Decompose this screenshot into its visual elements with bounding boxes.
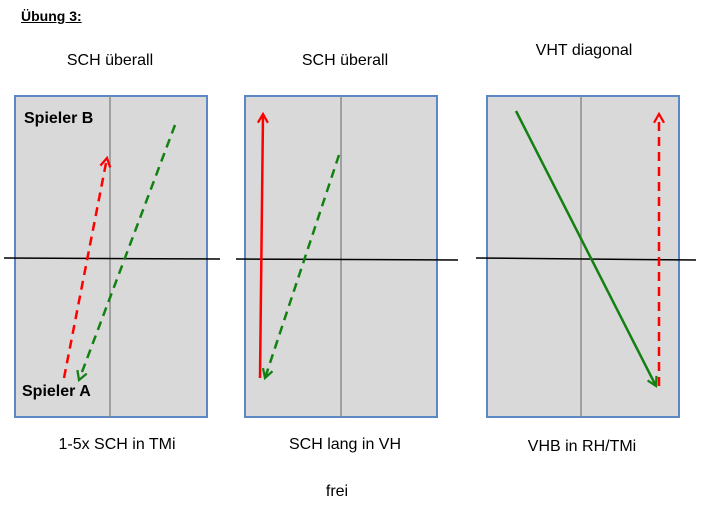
net-line (3, 257, 221, 260)
court-rectangle (14, 95, 208, 418)
panel-3-caption: VHB in RH/TMi (527, 438, 637, 455)
court-panel-1 (3, 95, 221, 418)
panel-1-title: SCH überall (66, 52, 154, 69)
court-panel-3 (475, 95, 697, 418)
green-dashed-arrow (261, 154, 341, 381)
player-b-label: Spieler B (24, 110, 94, 127)
panel-2-caption: SCH lang in VH (288, 436, 402, 453)
exercise-heading: Übung 3: (21, 8, 82, 24)
player-a-label: Spieler A (22, 383, 91, 400)
panel-1-caption: 1-5x SCH in TMi (58, 436, 176, 453)
net-line (235, 258, 459, 261)
red-dashed-arrow (62, 155, 112, 379)
panel-2-title: SCH überall (301, 52, 389, 69)
panel-3-title: VHT diagonal (535, 42, 633, 59)
red-solid-arrow (256, 111, 269, 379)
footer-note: frei (325, 483, 349, 500)
green-solid-arrow (514, 110, 658, 389)
court-panel-2 (235, 95, 459, 418)
green-dashed-arrow (76, 124, 177, 383)
court-rectangle (486, 95, 680, 418)
